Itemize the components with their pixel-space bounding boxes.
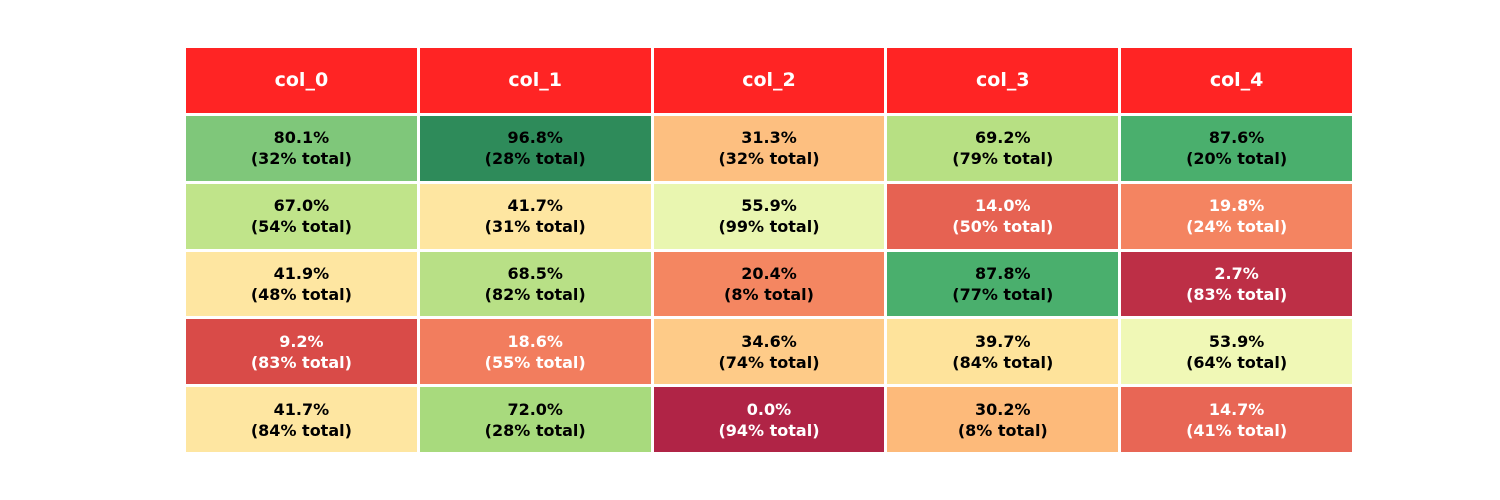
cell-total: (41% total) — [1186, 420, 1288, 440]
heatmap-table: col_0 col_1 col_2 col_3 col_4 80.1% (32% total… — [186, 48, 1352, 452]
table-cell-r2-c1: 68.5% (82% total) — [419, 251, 651, 317]
cell-total: (84% total) — [250, 420, 352, 440]
table-cell-r1-c1: 41.7% (31% total) — [419, 183, 651, 249]
cell-percent: 14.7% — [1208, 399, 1265, 419]
table-cell-r1-c2: 55.9% (99% total) — [653, 183, 885, 249]
cell-percent: 20.4% — [741, 263, 797, 283]
cell-percent: 67.0% — [273, 196, 330, 216]
cell-percent: 34.6% — [741, 331, 797, 351]
cell-percent: 87.6% — [1208, 128, 1265, 148]
cell-percent: 30.2% — [975, 399, 1031, 419]
cell-total: (74% total) — [718, 352, 820, 372]
cell-percent: 41.9% — [273, 263, 330, 283]
cell-total: (50% total) — [952, 217, 1054, 237]
cell-percent: 55.9% — [741, 196, 797, 216]
cell-percent: 53.9% — [1208, 331, 1265, 351]
cell-percent: 2.7% — [1214, 263, 1259, 283]
table-cell-r0-c4: 87.6% (20% total) — [1121, 115, 1352, 181]
cell-percent: 9.2% — [279, 331, 324, 351]
cell-total: (82% total) — [484, 284, 586, 304]
cell-percent: 72.0% — [507, 399, 563, 419]
table-cell-r3-c0: 9.2% (83% total) — [186, 319, 417, 385]
table-cell-r3-c3: 39.7% (84% total) — [887, 319, 1119, 385]
cell-total: (77% total) — [952, 284, 1054, 304]
cell-percent: 41.7% — [507, 196, 563, 216]
table-cell-r0-c1: 96.8% (28% total) — [419, 115, 651, 181]
cell-percent: 19.8% — [1208, 196, 1265, 216]
table-cell-r4-c2: 0.0% (94% total) — [653, 387, 885, 452]
cell-total: (24% total) — [1186, 217, 1288, 237]
cell-total: (48% total) — [250, 284, 352, 304]
table-cell-r1-c4: 19.8% (24% total) — [1121, 183, 1352, 249]
cell-total: (28% total) — [484, 149, 586, 169]
cell-percent: 69.2% — [975, 128, 1031, 148]
cell-total: (54% total) — [250, 217, 352, 237]
table-cell-r2-c0: 41.9% (48% total) — [186, 251, 417, 317]
table-cell-r3-c4: 53.9% (64% total) — [1121, 319, 1352, 385]
cell-total: (32% total) — [250, 149, 352, 169]
cell-percent: 0.0% — [746, 399, 792, 419]
cell-total: (32% total) — [718, 149, 820, 169]
cell-total: (8% total) — [724, 284, 814, 304]
table-cell-r4-c3: 30.2% (8% total) — [887, 387, 1119, 452]
table-cell-r3-c1: 18.6% (55% total) — [419, 319, 651, 385]
table-cell-r1-c3: 14.0% (50% total) — [887, 183, 1119, 249]
cell-percent: 87.8% — [975, 263, 1031, 283]
cell-percent: 41.7% — [273, 399, 330, 419]
table-cell-r3-c2: 34.6% (74% total) — [653, 319, 885, 385]
column-header-2: col_2 — [653, 48, 885, 113]
column-header-4: col_4 — [1121, 48, 1352, 113]
cell-total: (83% total) — [250, 352, 352, 372]
table-cell-r0-c0: 80.1% (32% total) — [186, 115, 417, 181]
column-header-0: col_0 — [186, 48, 417, 113]
cell-percent: 31.3% — [741, 128, 797, 148]
cell-percent: 80.1% — [273, 128, 330, 148]
cell-total: (55% total) — [484, 352, 586, 372]
cell-total: (31% total) — [484, 217, 586, 237]
cell-total: (83% total) — [1186, 284, 1288, 304]
cell-total: (64% total) — [1186, 352, 1288, 372]
cell-total: (84% total) — [952, 352, 1054, 372]
table-cell-r0-c2: 31.3% (32% total) — [653, 115, 885, 181]
table-cell-r2-c4: 2.7% (83% total) — [1121, 251, 1352, 317]
cell-percent: 14.0% — [975, 196, 1031, 216]
cell-total: (79% total) — [952, 149, 1054, 169]
table-cell-r2-c3: 87.8% (77% total) — [887, 251, 1119, 317]
cell-percent: 39.7% — [975, 331, 1031, 351]
cell-total: (94% total) — [718, 420, 820, 440]
cell-percent: 96.8% — [507, 128, 563, 148]
table-cell-r1-c0: 67.0% (54% total) — [186, 183, 417, 249]
table-cell-r4-c0: 41.7% (84% total) — [186, 387, 417, 452]
table-cell-r0-c3: 69.2% (79% total) — [887, 115, 1119, 181]
cell-total: (28% total) — [484, 420, 586, 440]
table-cell-r4-c4: 14.7% (41% total) — [1121, 387, 1352, 452]
table-cell-r2-c2: 20.4% (8% total) — [653, 251, 885, 317]
cell-percent: 18.6% — [507, 331, 563, 351]
column-header-3: col_3 — [887, 48, 1119, 113]
column-header-1: col_1 — [419, 48, 651, 113]
cell-total: (99% total) — [718, 217, 820, 237]
cell-total: (8% total) — [957, 420, 1048, 440]
cell-total: (20% total) — [1186, 149, 1288, 169]
table-cell-r4-c1: 72.0% (28% total) — [419, 387, 651, 452]
cell-percent: 68.5% — [507, 263, 563, 283]
